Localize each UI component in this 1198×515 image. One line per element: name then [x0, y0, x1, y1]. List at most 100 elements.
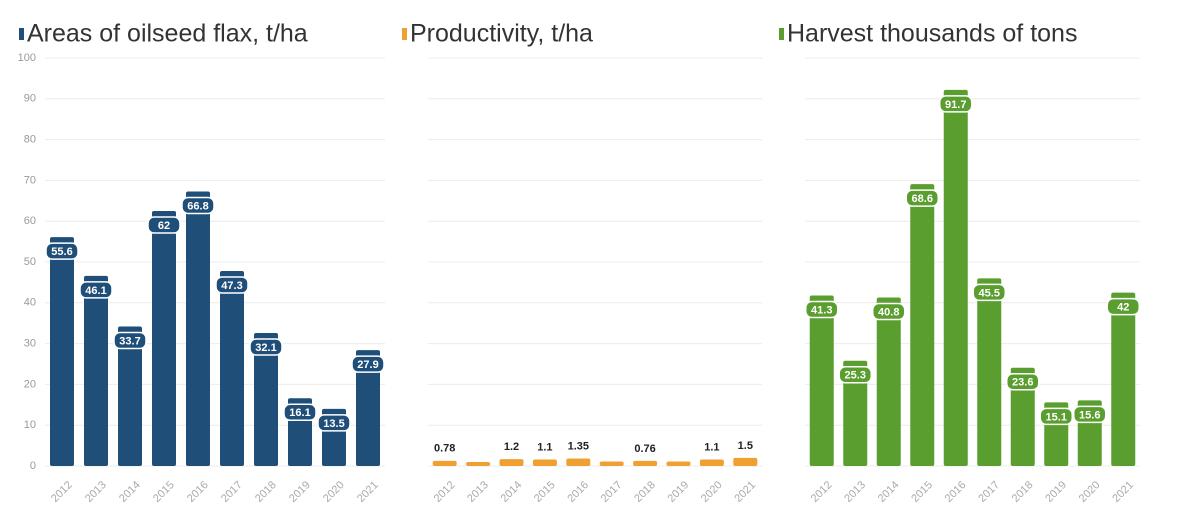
x-tick-label: 2018 [253, 479, 279, 505]
bar [186, 191, 210, 466]
value-label-bg [972, 283, 1006, 302]
value-label-bg [1039, 407, 1073, 426]
chart-title: Harvest thousands of tons [787, 20, 1077, 48]
value-label-bg [283, 403, 317, 422]
bar [910, 184, 935, 466]
x-tick-label: 2021 [355, 479, 381, 505]
bar [466, 461, 491, 466]
value-label: 0.76 [634, 443, 655, 455]
x-tick-label: 2021 [1110, 479, 1136, 505]
value-label: 16.1 [289, 407, 310, 419]
bar [1010, 367, 1035, 466]
value-label: 15.6 [1079, 409, 1100, 421]
x-tick-label: 2020 [699, 479, 725, 505]
value-label-bg [351, 355, 385, 373]
x-tick-label: 2017 [976, 479, 1002, 505]
x-tick-label: 2013 [842, 479, 868, 505]
x-tick-label: 2019 [1043, 479, 1069, 505]
bar [599, 461, 624, 466]
value-label: 1.2 [504, 441, 519, 453]
value-label: 15.1 [1046, 411, 1067, 423]
x-tick-label: 2015 [151, 479, 177, 505]
bar [84, 275, 108, 466]
bar [977, 278, 1002, 466]
x-tick-label: 2021 [732, 479, 758, 505]
value-label: 27.9 [357, 359, 378, 371]
y-tick-label: 20 [24, 378, 36, 390]
y-tick-label: 0 [30, 460, 36, 472]
y-tick-label: 60 [24, 215, 36, 227]
y-tick-label: 10 [24, 419, 36, 431]
bar [254, 333, 278, 466]
bar [809, 295, 834, 466]
x-tick-label: 2019 [666, 479, 692, 505]
value-label-bg [1073, 405, 1107, 424]
value-label: 40.8 [878, 306, 899, 318]
value-label: 47.3 [221, 280, 242, 292]
value-label: 62 [158, 220, 170, 232]
value-label-bg [872, 302, 906, 321]
legend-icon [19, 28, 24, 40]
bar [733, 457, 758, 466]
legend-icon [779, 28, 784, 40]
x-tick-label: 2018 [1010, 479, 1036, 505]
value-label: 32.1 [255, 342, 276, 354]
x-tick-label: 2014 [876, 479, 902, 505]
value-label: 66.8 [187, 200, 208, 212]
value-label-bg [905, 189, 939, 207]
value-label-bg [317, 414, 351, 432]
value-label: 1.1 [704, 441, 719, 453]
x-tick-label: 2012 [432, 479, 458, 505]
value-label: 91.7 [945, 99, 966, 111]
bar [633, 460, 658, 466]
x-tick-label: 2018 [632, 479, 658, 505]
value-label-bg [181, 196, 215, 215]
bar [220, 271, 244, 466]
bar [943, 89, 968, 466]
value-label-bg [45, 242, 79, 260]
value-label: 1.5 [738, 440, 753, 452]
bar [876, 297, 901, 466]
y-tick-label: 30 [24, 338, 36, 350]
x-tick-label: 2016 [565, 479, 591, 505]
value-label: 33.7 [119, 335, 140, 347]
bar [666, 461, 691, 466]
bar [152, 211, 176, 466]
x-tick-label: 2012 [809, 479, 835, 505]
value-label: 23.6 [1012, 377, 1033, 389]
x-tick-label: 2015 [532, 479, 558, 505]
value-label-bg [805, 300, 839, 319]
chart-title: Areas of oilseed flax, t/ha [27, 20, 308, 48]
value-label-bg [1106, 297, 1140, 316]
x-tick-label: 2019 [287, 479, 313, 505]
x-tick-label: 2014 [499, 479, 525, 505]
x-tick-label: 2020 [1077, 479, 1103, 505]
bar [50, 237, 74, 466]
value-label: 0.78 [434, 443, 455, 455]
value-label: 1.1 [537, 441, 552, 453]
value-label: 25.3 [845, 370, 866, 382]
value-label-bg [1006, 372, 1040, 391]
bar [356, 350, 380, 466]
value-label: 13.5 [323, 418, 344, 430]
x-tick-label: 2014 [117, 479, 143, 505]
value-label: 1.35 [568, 440, 589, 452]
x-tick-label: 2016 [943, 479, 969, 505]
bar [843, 360, 868, 466]
y-tick-label: 50 [24, 256, 36, 268]
bar [118, 326, 142, 466]
value-label-bg [939, 95, 973, 113]
value-label: 45.5 [979, 287, 1000, 299]
y-tick-label: 90 [24, 93, 36, 105]
y-tick-label: 70 [24, 174, 36, 186]
bar [432, 460, 457, 466]
x-tick-label: 2013 [465, 479, 491, 505]
value-label-bg [215, 276, 249, 294]
x-tick-label: 2016 [185, 479, 211, 505]
value-label: 46.1 [85, 285, 106, 297]
y-tick-label: 40 [24, 297, 36, 309]
bar [532, 459, 557, 466]
bar [1111, 292, 1136, 466]
value-label: 42 [1117, 302, 1129, 314]
